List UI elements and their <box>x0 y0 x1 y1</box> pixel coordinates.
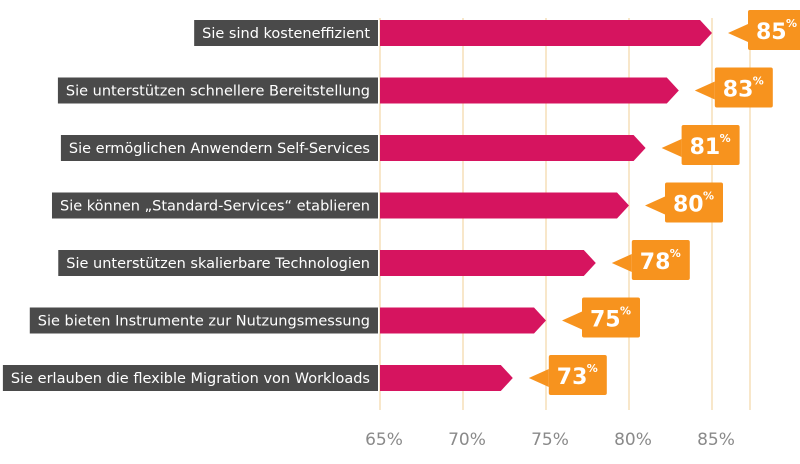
callout-box <box>748 10 800 50</box>
category-label-box: Sie ermöglichen Anwendern Self-Services <box>60 135 378 161</box>
bar <box>380 250 596 276</box>
value-percent-sign: % <box>703 190 714 203</box>
value-callouts: 85 %83 %81 %80 %78 %75 %73% <box>528 10 800 395</box>
category-label: Sie unterstützen schnellere Bereitstellu… <box>66 84 370 100</box>
category-label-bg <box>58 250 378 276</box>
category-label: Sie können „Standard-Services“ etabliere… <box>60 199 370 215</box>
category-label: Sie sind kosteneffizient <box>202 26 370 42</box>
value-label: 73 <box>557 365 588 390</box>
value-callout: 81% <box>661 125 740 165</box>
value-callout: 75% <box>562 297 640 338</box>
bar <box>380 365 513 391</box>
callout-pointer <box>645 196 665 215</box>
value-callout: 80% <box>645 182 723 223</box>
category-label-bg <box>60 135 378 161</box>
x-tick-label: 70% <box>448 430 486 450</box>
value-percent-sign: % <box>753 75 764 88</box>
category-label: Sie erlauben die flexible Migration von … <box>11 371 370 387</box>
x-tick-label: 75% <box>531 430 569 450</box>
value-callout: 83% <box>694 67 773 108</box>
value-percent-sign: % <box>620 305 631 318</box>
category-label-bg <box>29 307 378 334</box>
callout-pointer <box>661 139 682 157</box>
callout-box <box>631 240 690 280</box>
callout-pointer <box>528 369 549 387</box>
x-tick-label: 65% <box>365 430 403 450</box>
category-label-bg <box>51 192 378 219</box>
bar <box>380 135 646 161</box>
callout-box <box>714 67 773 108</box>
category-label: Sie unterstützen skalierbare Technologie… <box>66 256 370 272</box>
value-label: 78 <box>640 250 671 275</box>
value-label: 81 <box>690 135 721 160</box>
bar <box>380 307 546 334</box>
category-label-bg <box>194 20 378 46</box>
x-tick-label: 85% <box>697 430 735 450</box>
x-tick-label: 80% <box>614 430 652 450</box>
bar <box>380 77 679 104</box>
value-callout: 78% <box>611 240 690 280</box>
bars <box>380 20 712 391</box>
callout-box <box>582 297 640 338</box>
callout-pointer <box>611 254 632 272</box>
category-label: Sie bieten Instrumente zur Nutzungsmessu… <box>38 314 370 330</box>
value-percent-sign: % <box>786 17 797 30</box>
category-label-box: Sie unterstützen schnellere Bereitstellu… <box>57 77 378 104</box>
category-label-box: Sie sind kosteneffizient <box>194 20 378 46</box>
category-label-bg <box>57 77 378 104</box>
x-axis-ticks: 65% 70% 75% 80% 85% <box>365 430 735 450</box>
bar <box>380 20 712 46</box>
category-label: Sie ermöglichen Anwendern Self-Services <box>69 141 370 157</box>
value-label: 83 <box>723 78 754 103</box>
category-label-box: Sie erlauben die flexible Migration von … <box>2 365 378 391</box>
callout-pointer <box>694 81 715 100</box>
value-percent-sign: % <box>720 132 731 145</box>
category-labels: Sie sind kosteneffizient Sie unterstützen… <box>2 20 378 391</box>
category-label-bg <box>2 365 378 391</box>
callout-pointer <box>562 311 582 330</box>
bar <box>380 192 629 219</box>
category-label-box: Sie können „Standard-Services“ etabliere… <box>51 192 378 219</box>
value-callout: 85% <box>728 10 800 50</box>
callout-box <box>665 182 723 223</box>
value-label: 85 <box>756 20 787 45</box>
value-percent-sign: % <box>670 247 681 260</box>
callout-box <box>681 125 740 165</box>
value-callout: 73% <box>528 355 607 395</box>
callout-box <box>548 355 607 395</box>
value-label: 80 <box>673 193 704 218</box>
callout-pointer <box>728 24 748 42</box>
category-label-box: Sie bieten Instrumente zur Nutzungsmessu… <box>29 307 378 334</box>
category-label-box: Sie unterstützen skalierbare Technologie… <box>58 250 378 276</box>
value-label: 75 <box>590 308 621 333</box>
value-percent-sign: % <box>587 362 598 375</box>
